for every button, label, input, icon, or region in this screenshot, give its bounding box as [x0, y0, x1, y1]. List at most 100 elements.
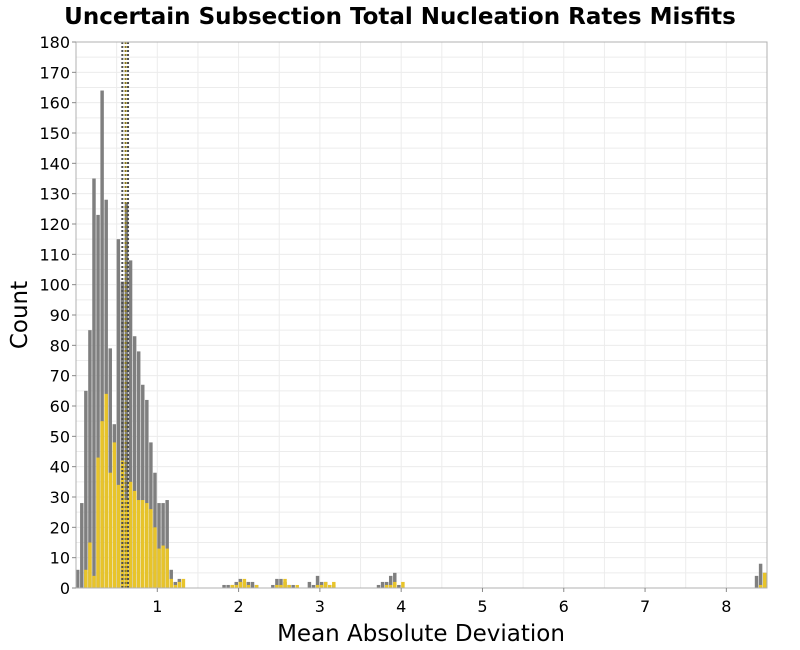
bar: [136, 351, 141, 588]
x-tick-label: 5: [477, 597, 487, 616]
x-tick-label: 8: [721, 597, 731, 616]
bar: [112, 442, 117, 588]
y-tick-label: 130: [39, 185, 70, 204]
bar: [141, 500, 145, 588]
y-tick-label: 80: [50, 336, 70, 355]
bar: [80, 503, 84, 588]
y-tick-label: 100: [39, 276, 70, 295]
bar: [397, 584, 401, 588]
bar: [388, 575, 393, 588]
bar: [388, 584, 393, 588]
y-axis-label: Count: [7, 281, 33, 349]
y-tick-label: 10: [50, 549, 70, 568]
y-axis-ticks: 0 10 20 30 40 50 60 70 80 90 100 110 120 130 140 150 160…: [39, 33, 76, 598]
bar: [234, 584, 238, 588]
y-tick-label: 120: [39, 215, 70, 234]
bar: [128, 260, 133, 588]
y-tick-label: 90: [50, 306, 70, 325]
bar: [149, 509, 153, 588]
bar: [311, 584, 316, 588]
grid: [76, 41, 767, 589]
x-tick-label: 1: [152, 597, 162, 616]
bar: [96, 457, 100, 588]
bar: [380, 581, 385, 588]
bar: [124, 500, 129, 588]
bar: [376, 584, 381, 588]
x-axis-label: Mean Absolute Deviation: [277, 621, 565, 647]
bar: [173, 584, 178, 588]
bar: [230, 584, 234, 588]
bar: [145, 503, 149, 588]
y-tick-label: 60: [50, 397, 70, 416]
bar: [145, 399, 149, 588]
bar: [157, 503, 161, 588]
bar: [315, 584, 320, 588]
chart-title: Uncertain Subsection Total Nucleation Ra…: [64, 4, 736, 30]
bar: [332, 581, 336, 588]
y-tick-label: 50: [50, 427, 70, 446]
bar: [328, 584, 332, 588]
bar: [254, 584, 259, 588]
x-tick-label: 2: [233, 597, 243, 616]
y-tick-label: 20: [50, 518, 70, 537]
bar: [758, 563, 763, 588]
bar: [246, 584, 251, 588]
bar: [84, 569, 88, 588]
bar: [120, 460, 125, 588]
y-tick-label: 40: [50, 458, 70, 477]
bar: [177, 581, 182, 588]
bar: [762, 572, 767, 588]
x-tick-label: 6: [559, 597, 569, 616]
x-axis-ticks: 1 2 3 4 5 6 7 8: [152, 588, 731, 616]
y-tick-label: 170: [39, 63, 70, 82]
bar: [279, 584, 283, 588]
bar: [287, 584, 291, 588]
bar: [271, 584, 275, 588]
bar: [384, 584, 389, 588]
y-tick-label: 30: [50, 488, 70, 507]
y-tick-label: 110: [39, 245, 70, 264]
bar: [157, 548, 161, 588]
bar: [319, 584, 324, 588]
bar: [169, 578, 173, 588]
y-tick-label: 180: [39, 33, 70, 52]
y-tick-label: 150: [39, 124, 70, 143]
bar: [76, 569, 80, 588]
bar: [295, 584, 299, 588]
bar: [315, 575, 320, 588]
bar: [279, 578, 283, 588]
bar: [100, 421, 104, 588]
bar: [141, 384, 145, 588]
y-tick-label: 140: [39, 154, 70, 173]
bar: [104, 393, 108, 588]
bar: [754, 575, 759, 588]
yellow-series: [84, 393, 767, 588]
bar: [393, 572, 397, 588]
bar: [401, 581, 405, 588]
vertical-reference-lines: [121, 42, 130, 588]
bar: [96, 214, 100, 588]
bar: [242, 578, 247, 588]
y-tick-label: 160: [39, 94, 70, 113]
bar: [291, 584, 295, 588]
bar: [100, 90, 104, 589]
bar: [132, 336, 137, 588]
bar: [758, 584, 763, 588]
bar: [116, 484, 121, 588]
bar: [165, 500, 169, 588]
bar: [161, 545, 165, 588]
bar: [275, 584, 279, 588]
x-tick-label: 4: [396, 597, 406, 616]
bar: [108, 472, 112, 588]
bar: [165, 548, 169, 588]
bar: [108, 348, 112, 588]
bar: [92, 178, 96, 588]
bar: [84, 390, 88, 588]
bar: [393, 581, 397, 588]
bar: [222, 584, 226, 588]
bar: [250, 581, 255, 588]
bar: [181, 578, 186, 588]
gray-series: [76, 90, 767, 589]
x-tick-label: 3: [315, 597, 325, 616]
